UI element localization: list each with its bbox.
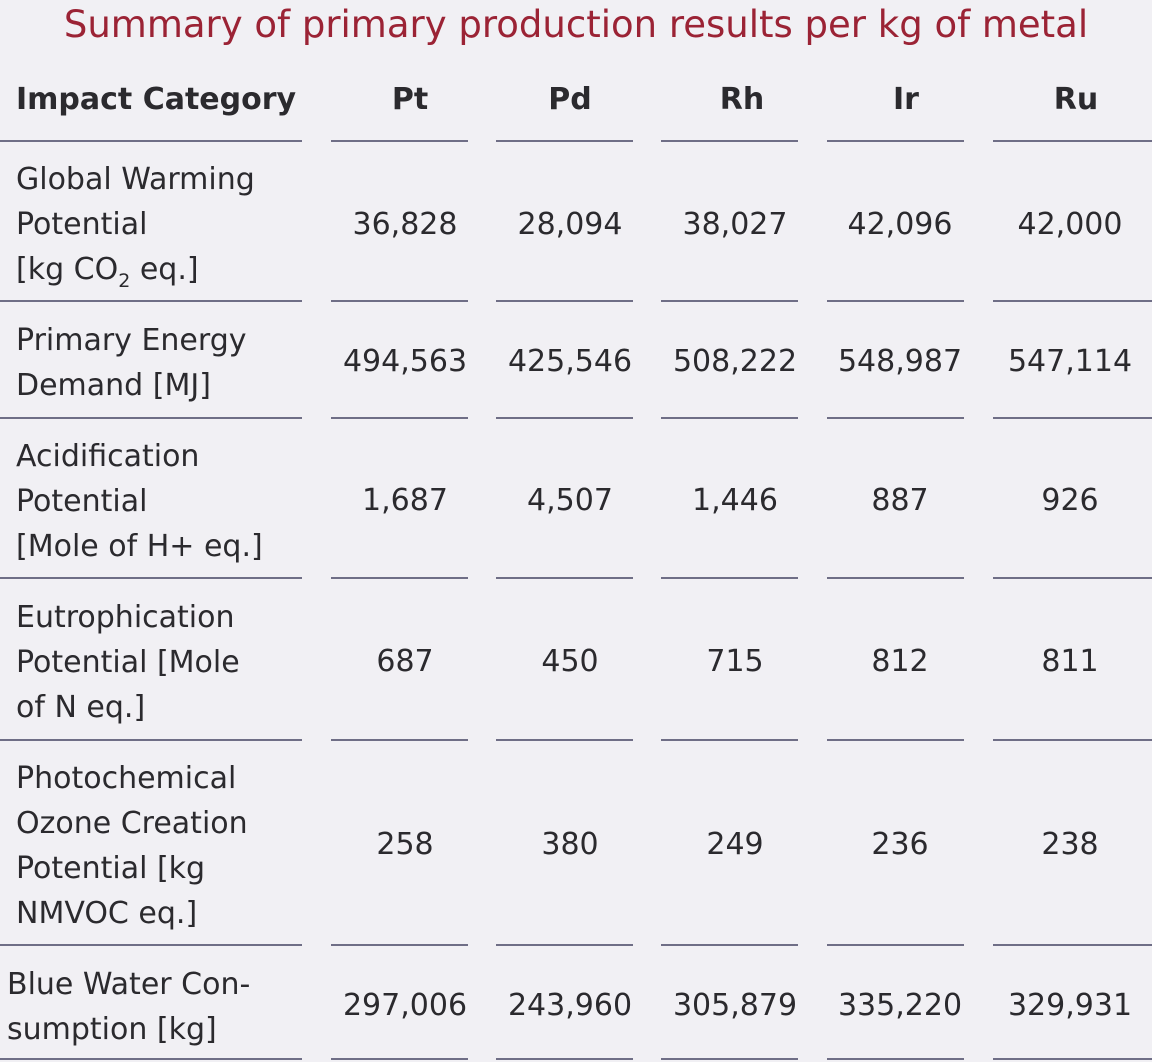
row-divider	[661, 417, 798, 419]
row-divider	[827, 140, 964, 142]
row-divider	[331, 1058, 468, 1060]
cell-gwp-pd: 28,094	[517, 207, 623, 242]
cell-ped-pt: 494,563	[342, 344, 468, 379]
row-label-acidification: Acidification Potential [Mole of H+ eq.]	[16, 439, 263, 564]
header-metal-rh: Rh	[719, 82, 765, 117]
cell-ep-ru: 811	[1041, 644, 1099, 679]
cell-ap-ru: 926	[1041, 483, 1099, 518]
row-divider	[496, 739, 633, 741]
table-title: Summary of primary production results pe…	[63, 3, 1089, 46]
header-metal-pd: Pd	[548, 82, 592, 117]
cell-ap-ir: 887	[871, 483, 929, 518]
cell-ap-pd: 4,507	[527, 483, 613, 518]
header-metal-pt: Pt	[391, 82, 429, 117]
row-label-photochemical-ozone: Photochemical Ozone Creation Potential […	[16, 761, 248, 931]
row-divider	[496, 1058, 633, 1060]
row-divider	[496, 417, 633, 419]
row-divider	[331, 140, 468, 142]
row-divider	[661, 739, 798, 741]
row-divider	[993, 944, 1152, 946]
row-label-eutrophication: Eutrophication Potential [Mole of N eq.]	[16, 600, 240, 725]
row-label-blue-water: Blue Water Con- sumption [kg]	[7, 967, 251, 1047]
header-impact-category: Impact Category	[16, 82, 297, 117]
row-divider	[661, 1058, 798, 1060]
row-label-primary-energy: Primary Energy Demand [MJ]	[16, 323, 247, 403]
row-divider	[827, 417, 964, 419]
cell-ped-pd: 425,546	[507, 344, 633, 379]
cell-bwc-rh: 305,879	[672, 988, 798, 1023]
row-divider	[331, 577, 468, 579]
row-divider	[331, 944, 468, 946]
cell-gwp-ir: 42,096	[847, 207, 953, 242]
cell-pocp-pd: 380	[541, 827, 599, 862]
row-divider	[827, 1058, 964, 1060]
cell-ep-ir: 812	[871, 644, 929, 679]
cell-ap-pt: 1,687	[362, 483, 448, 518]
row-label-global-warming: Global Warming Potential [kg CO2 eq.]	[16, 162, 255, 292]
cell-bwc-ir: 335,220	[837, 988, 963, 1023]
cell-bwc-pd: 243,960	[507, 988, 633, 1023]
cell-pocp-rh: 249	[706, 827, 764, 862]
row-divider	[661, 140, 798, 142]
row-divider	[331, 739, 468, 741]
cell-bwc-ru: 329,931	[1007, 988, 1133, 1023]
row-divider	[661, 577, 798, 579]
row-divider	[496, 577, 633, 579]
cell-pocp-ru: 238	[1041, 827, 1099, 862]
row-divider	[496, 140, 633, 142]
cell-ep-rh: 715	[706, 644, 764, 679]
row-divider	[993, 1058, 1152, 1060]
cell-ep-pt: 687	[376, 644, 434, 679]
row-divider	[827, 300, 964, 302]
row-divider	[993, 300, 1152, 302]
row-divider	[827, 944, 964, 946]
row-divider	[827, 577, 964, 579]
cell-bwc-pt: 297,006	[342, 988, 468, 1023]
cell-ped-ru: 547,114	[1007, 344, 1133, 379]
row-divider	[993, 140, 1152, 142]
row-divider	[661, 300, 798, 302]
row-divider	[331, 417, 468, 419]
cell-gwp-pt: 36,828	[352, 207, 458, 242]
row-divider	[0, 577, 302, 579]
row-divider	[0, 417, 302, 419]
cell-gwp-ru: 42,000	[1017, 207, 1123, 242]
row-divider	[0, 300, 302, 302]
row-divider	[0, 944, 302, 946]
header-metal-ir: Ir	[893, 82, 919, 117]
row-divider	[0, 140, 302, 142]
cell-pocp-ir: 236	[871, 827, 929, 862]
row-divider	[993, 577, 1152, 579]
row-divider	[0, 1058, 302, 1060]
row-divider	[993, 739, 1152, 741]
row-divider	[331, 300, 468, 302]
cell-ped-ir: 548,987	[837, 344, 963, 379]
row-divider	[496, 944, 633, 946]
row-divider	[496, 300, 633, 302]
cell-gwp-rh: 38,027	[682, 207, 788, 242]
row-divider	[993, 417, 1152, 419]
cell-ep-pd: 450	[541, 644, 599, 679]
cell-pocp-pt: 258	[376, 827, 434, 862]
row-divider	[0, 739, 302, 741]
row-divider	[661, 944, 798, 946]
cell-ped-rh: 508,222	[672, 344, 798, 379]
header-metal-ru: Ru	[1053, 82, 1099, 117]
cell-ap-rh: 1,446	[692, 483, 778, 518]
row-divider	[827, 739, 964, 741]
